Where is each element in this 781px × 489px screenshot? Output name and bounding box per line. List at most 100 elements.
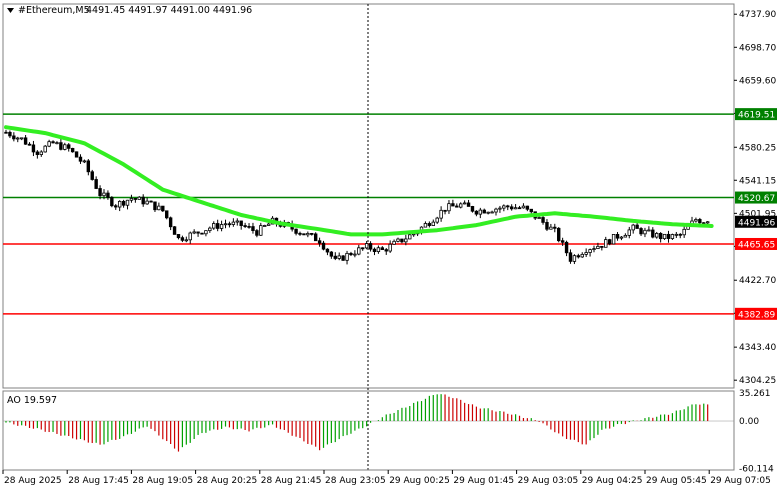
candle-body — [513, 207, 518, 210]
time-axis: 28 Aug 2025 28 Aug 17:45 28 Aug 19:05 28 Au… — [2, 470, 771, 486]
candle-body — [219, 224, 224, 229]
candle-body — [427, 223, 432, 226]
time-tick-label: 28 Aug 19:05 — [132, 476, 193, 486]
time-tick-label: 29 Aug 03:05 — [518, 476, 579, 486]
candle-body — [302, 233, 306, 236]
time-tick-label: 28 Aug 2025 — [4, 476, 62, 486]
candle-body — [35, 151, 40, 155]
candle-body — [306, 233, 310, 236]
candle-body — [635, 224, 639, 229]
candle-body — [545, 221, 549, 230]
candle-body — [698, 219, 702, 224]
price-tick-label: 4698.70 — [739, 43, 776, 53]
time-tick-label: 29 Aug 07:05 — [710, 476, 771, 486]
candle-body — [121, 200, 126, 206]
candle-body — [117, 200, 122, 208]
candle-body — [106, 192, 110, 198]
candle-body — [658, 233, 663, 240]
candle-body — [482, 209, 486, 214]
ao-tick-label: 35.261 — [739, 389, 771, 399]
candle-body — [12, 135, 16, 140]
candle-body — [321, 242, 326, 250]
candle-body — [204, 230, 208, 235]
candle-body — [70, 147, 75, 153]
candle-body — [368, 243, 373, 250]
candle-body — [153, 201, 157, 211]
price-tick-label: 4501.95 — [739, 209, 776, 219]
candle-body — [521, 205, 526, 209]
time-tick-label: 29 Aug 05:45 — [646, 476, 707, 486]
candle-body — [23, 137, 28, 145]
candle-body — [310, 233, 314, 235]
candle-body — [400, 238, 404, 243]
candle-body — [215, 223, 220, 229]
candle-body — [317, 240, 322, 244]
candle-body — [361, 247, 365, 250]
candle-body — [263, 225, 267, 227]
candle-body — [294, 228, 298, 234]
candle-body — [666, 233, 671, 239]
candle-body — [494, 208, 498, 213]
candle-body — [705, 221, 710, 224]
candle-body — [455, 205, 459, 208]
candle-body — [47, 141, 51, 147]
candle-body — [431, 221, 435, 226]
candle-body — [623, 234, 628, 238]
candle-body — [604, 239, 608, 248]
candle-body — [78, 156, 83, 162]
level-label: 4465.65 — [738, 240, 775, 250]
ao-panel-frame — [2, 390, 735, 471]
candle-body — [670, 234, 675, 239]
candle-body — [682, 228, 686, 236]
candle-body — [349, 252, 353, 256]
candle-body — [157, 205, 161, 211]
candle-body — [19, 137, 24, 140]
dropdown-arrow-icon[interactable] — [7, 8, 14, 13]
candle-body — [145, 200, 149, 205]
candle-body — [611, 234, 616, 245]
candle-body — [325, 248, 330, 253]
candle-body — [596, 245, 600, 250]
price-tick-label: 4422.70 — [739, 276, 776, 286]
candle-body — [192, 231, 196, 234]
candle-body — [98, 188, 102, 197]
candle-body — [180, 237, 185, 241]
candle-body — [517, 207, 522, 210]
candle-body — [376, 247, 381, 253]
candle-body — [259, 225, 263, 236]
candle-body — [592, 248, 596, 251]
time-tick-label: 28 Aug 21:45 — [261, 476, 322, 486]
candle-body — [490, 211, 494, 214]
candle-body — [239, 220, 243, 226]
moving-average-line — [4, 125, 714, 237]
candle-body — [564, 241, 569, 254]
candle-body — [580, 253, 584, 258]
candle-body — [568, 252, 573, 262]
candle-body — [651, 229, 655, 238]
candle-body — [16, 137, 20, 140]
candle-body — [90, 171, 94, 180]
candle-body — [353, 253, 357, 256]
candle-body — [607, 239, 612, 245]
candle-body — [243, 225, 247, 227]
ao-tick-label: 0.00 — [739, 417, 759, 427]
candle-body — [498, 207, 502, 210]
candle-body — [341, 255, 345, 261]
candle-body — [208, 227, 212, 232]
price-tick-label: 4304.25 — [739, 376, 776, 386]
candle-body — [31, 144, 36, 153]
time-tick-label: 29 Aug 01:45 — [453, 476, 514, 486]
time-tick-label: 29 Aug 00:25 — [389, 476, 450, 486]
candle-body — [337, 255, 341, 259]
candle-body — [619, 236, 624, 239]
current-price-label: 4491.96 — [738, 218, 775, 228]
candle-body — [137, 196, 141, 200]
candle-body — [329, 251, 334, 257]
candle-body — [509, 206, 514, 210]
candle-body — [447, 203, 451, 212]
candle-body — [525, 205, 530, 210]
level-label: 4619.51 — [738, 111, 775, 121]
candle-body — [576, 255, 581, 258]
candle-body — [549, 226, 553, 230]
price-tick-label: 4659.60 — [739, 76, 776, 86]
